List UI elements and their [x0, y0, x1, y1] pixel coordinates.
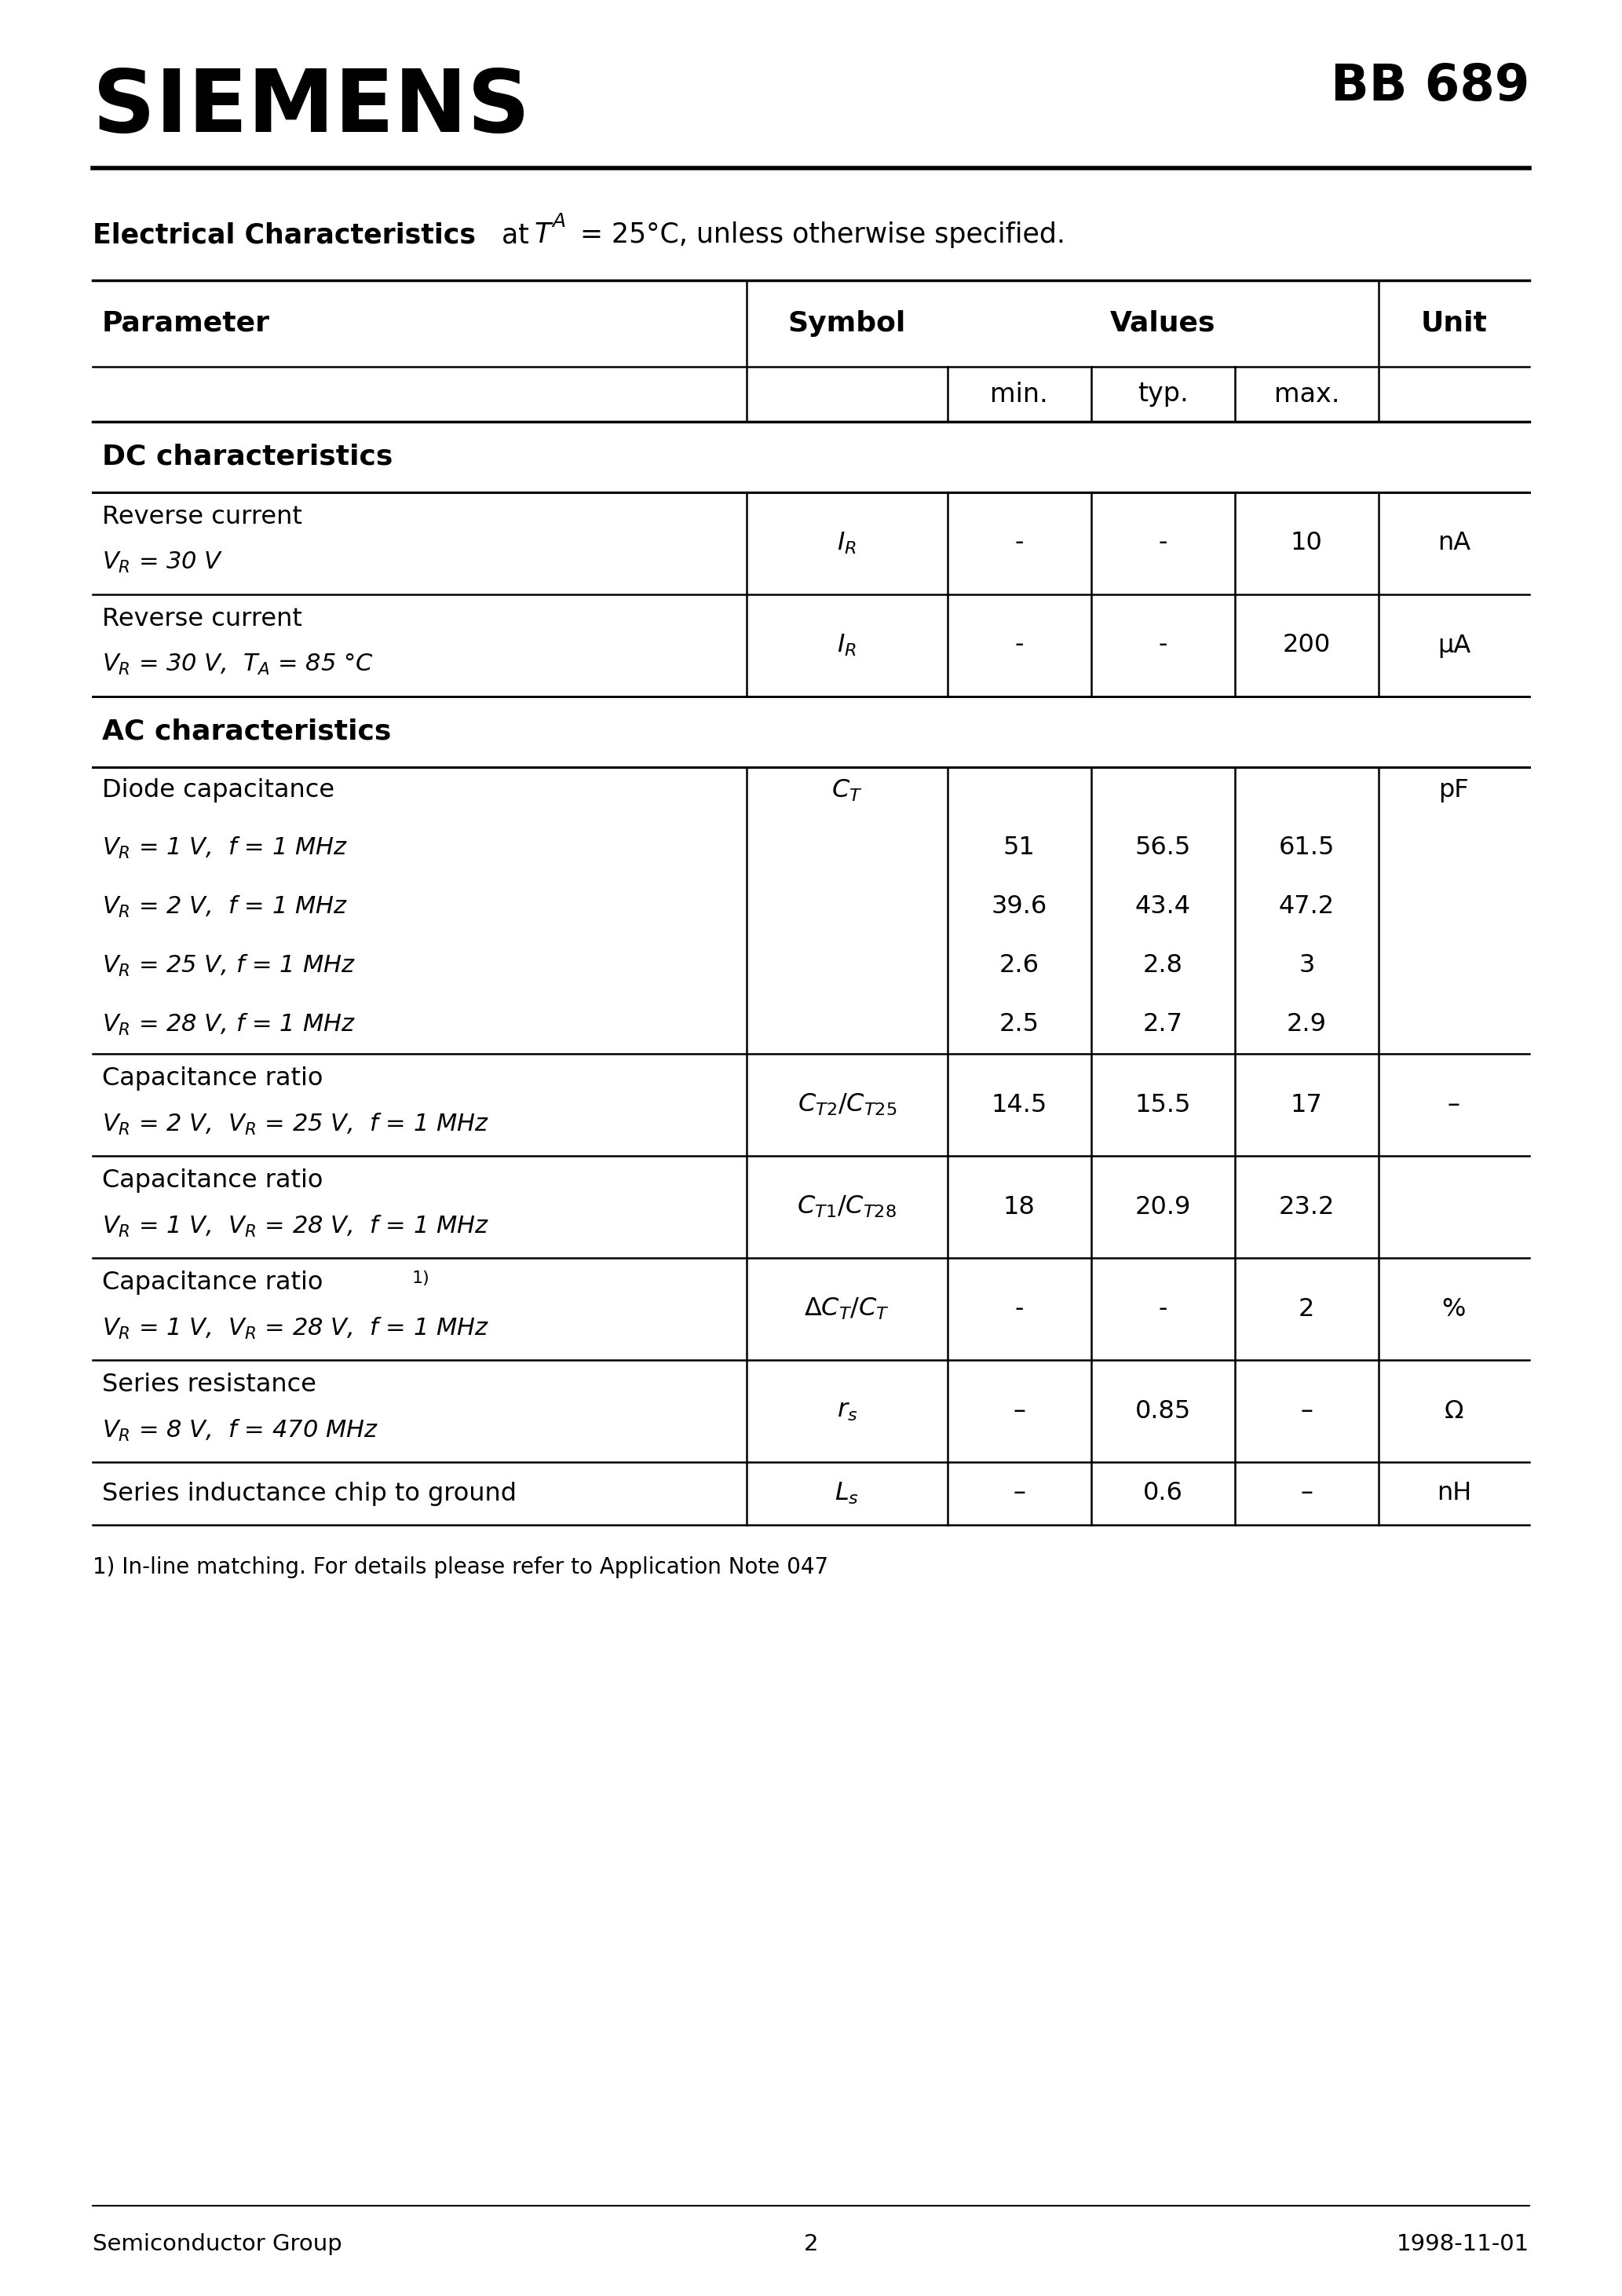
Text: typ.: typ.	[1137, 381, 1189, 406]
Text: 1998-11-01: 1998-11-01	[1397, 2234, 1530, 2255]
Text: -: -	[1158, 530, 1168, 556]
Text: A: A	[551, 211, 566, 232]
Text: Capacitance ratio: Capacitance ratio	[102, 1065, 323, 1091]
Text: AC characteristics: AC characteristics	[102, 719, 391, 746]
Text: Electrical Characteristics: Electrical Characteristics	[92, 220, 475, 248]
Text: $C_{T2}/C_{T25}$: $C_{T2}/C_{T25}$	[798, 1093, 897, 1118]
Text: $V_R$ = 25 V, $f$ = 1 MHz: $V_R$ = 25 V, $f$ = 1 MHz	[102, 953, 355, 978]
Text: 0.85: 0.85	[1135, 1398, 1191, 1424]
Text: μA: μA	[1437, 634, 1471, 657]
Text: 1): 1)	[412, 1270, 430, 1286]
Text: Series inductance chip to ground: Series inductance chip to ground	[102, 1481, 516, 1506]
Text: 14.5: 14.5	[991, 1093, 1048, 1116]
Text: Diode capacitance: Diode capacitance	[102, 778, 334, 804]
Text: 2.6: 2.6	[999, 953, 1040, 978]
Text: –: –	[1014, 1398, 1025, 1424]
Text: Symbol: Symbol	[788, 310, 907, 338]
Text: 23.2: 23.2	[1278, 1194, 1335, 1219]
Text: Parameter: Parameter	[102, 310, 271, 338]
Text: DC characteristics: DC characteristics	[102, 443, 393, 471]
Text: 47.2: 47.2	[1278, 895, 1335, 918]
Text: pF: pF	[1439, 778, 1470, 804]
Text: -: -	[1015, 634, 1023, 657]
Text: $C_{T1}/C_{T28}$: $C_{T1}/C_{T28}$	[796, 1194, 897, 1219]
Text: –: –	[1014, 1481, 1025, 1506]
Text: $V_R$ = 1 V,  $V_R$ = 28 V,  $f$ = 1 MHz: $V_R$ = 1 V, $V_R$ = 28 V, $f$ = 1 MHz	[102, 1215, 490, 1240]
Text: 39.6: 39.6	[991, 895, 1048, 918]
Text: 1) In-line matching. For details please refer to Application Note 047: 1) In-line matching. For details please …	[92, 1557, 829, 1577]
Text: $L_s$: $L_s$	[835, 1481, 860, 1506]
Text: –: –	[1301, 1481, 1312, 1506]
Text: -: -	[1015, 530, 1023, 556]
Text: T: T	[535, 220, 551, 248]
Text: $V_R$ = 1 V,  $f$ = 1 MHz: $V_R$ = 1 V, $f$ = 1 MHz	[102, 836, 347, 861]
Text: 2.8: 2.8	[1144, 953, 1182, 978]
Text: 200: 200	[1283, 634, 1330, 657]
Text: $V_R$ = 2 V,  $f$ = 1 MHz: $V_R$ = 2 V, $f$ = 1 MHz	[102, 893, 347, 918]
Text: SIEMENS: SIEMENS	[92, 67, 530, 149]
Text: Reverse current: Reverse current	[102, 606, 302, 631]
Text: Ω: Ω	[1444, 1398, 1463, 1424]
Text: -: -	[1158, 634, 1168, 657]
Text: $V_R$ = 1 V,  $V_R$ = 28 V,  $f$ = 1 MHz: $V_R$ = 1 V, $V_R$ = 28 V, $f$ = 1 MHz	[102, 1316, 490, 1341]
Text: -: -	[1158, 1297, 1168, 1320]
Text: $\Delta C_T/C_T$: $\Delta C_T/C_T$	[805, 1297, 890, 1322]
Text: $V_R$ = 2 V,  $V_R$ = 25 V,  $f$ = 1 MHz: $V_R$ = 2 V, $V_R$ = 25 V, $f$ = 1 MHz	[102, 1111, 490, 1137]
Text: Values: Values	[1109, 310, 1216, 338]
Text: $V_R$ = 30 V: $V_R$ = 30 V	[102, 551, 224, 574]
Text: Series resistance: Series resistance	[102, 1373, 316, 1396]
Text: 15.5: 15.5	[1135, 1093, 1191, 1116]
Text: –: –	[1448, 1093, 1460, 1116]
Text: 2.7: 2.7	[1144, 1013, 1182, 1035]
Text: -: -	[1015, 1297, 1023, 1320]
Text: max.: max.	[1273, 381, 1340, 406]
Text: $I_R$: $I_R$	[837, 634, 856, 659]
Text: 61.5: 61.5	[1278, 836, 1335, 859]
Text: Semiconductor Group: Semiconductor Group	[92, 2234, 342, 2255]
Text: $V_R$ = 8 V,  $f$ = 470 MHz: $V_R$ = 8 V, $f$ = 470 MHz	[102, 1419, 378, 1444]
Text: 2: 2	[805, 2234, 817, 2255]
Text: 2: 2	[1299, 1297, 1315, 1320]
Text: 17: 17	[1291, 1093, 1322, 1116]
Text: 18: 18	[1004, 1194, 1035, 1219]
Text: min.: min.	[991, 381, 1048, 406]
Text: 10: 10	[1291, 530, 1322, 556]
Text: $r_s$: $r_s$	[837, 1398, 858, 1424]
Text: $V_R$ = 30 V,  $T_A$ = 85 °C: $V_R$ = 30 V, $T_A$ = 85 °C	[102, 652, 373, 677]
Text: $C_T$: $C_T$	[832, 778, 863, 804]
Text: 0.6: 0.6	[1144, 1481, 1182, 1506]
Text: Capacitance ratio: Capacitance ratio	[102, 1169, 323, 1192]
Text: Capacitance ratio: Capacitance ratio	[102, 1270, 323, 1295]
Text: 3: 3	[1299, 953, 1315, 978]
Text: 2.9: 2.9	[1286, 1013, 1327, 1035]
Text: Reverse current: Reverse current	[102, 505, 302, 530]
Text: $V_R$ = 28 V, $f$ = 1 MHz: $V_R$ = 28 V, $f$ = 1 MHz	[102, 1013, 355, 1038]
Text: at: at	[493, 220, 537, 248]
Text: –: –	[1301, 1398, 1312, 1424]
Text: 43.4: 43.4	[1135, 895, 1191, 918]
Text: nA: nA	[1437, 530, 1471, 556]
Text: 2.5: 2.5	[999, 1013, 1040, 1035]
Text: %: %	[1442, 1297, 1466, 1320]
Text: 20.9: 20.9	[1135, 1194, 1191, 1219]
Text: nH: nH	[1437, 1481, 1471, 1506]
Text: 56.5: 56.5	[1135, 836, 1191, 859]
Text: 51: 51	[1004, 836, 1035, 859]
Text: BB 689: BB 689	[1330, 62, 1530, 110]
Text: $I_R$: $I_R$	[837, 530, 856, 556]
Text: Unit: Unit	[1421, 310, 1487, 338]
Text: = 25°C, unless otherwise specified.: = 25°C, unless otherwise specified.	[571, 220, 1066, 248]
